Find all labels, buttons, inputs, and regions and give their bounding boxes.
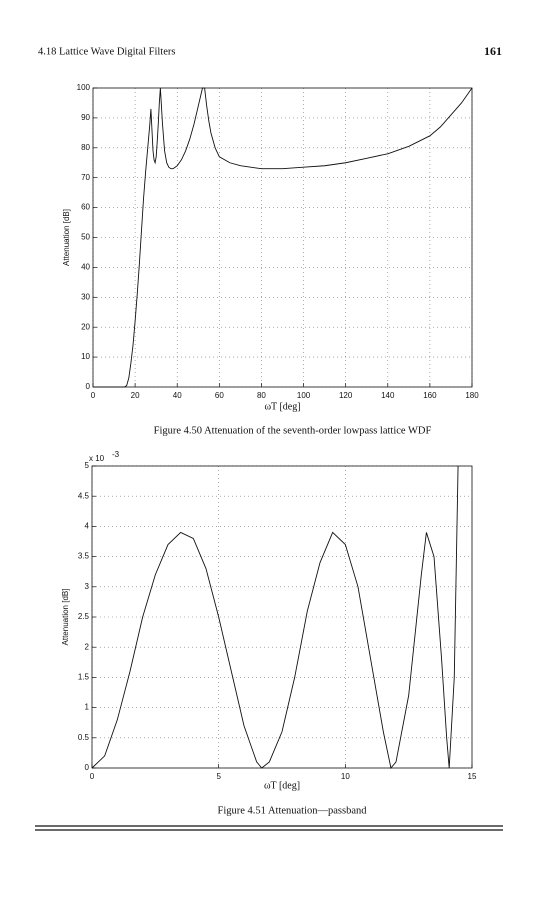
y-tick-label: 20: [81, 322, 90, 331]
x-tick-label: 140: [381, 391, 395, 400]
y-multiplier: x 10: [89, 454, 105, 463]
plot-frame: [91, 465, 473, 769]
figure-caption: Figure 4.51 Attenuation—passband: [217, 805, 367, 816]
x-tick-label: 20: [131, 391, 140, 400]
y-tick-label: 4.5: [78, 491, 90, 500]
y-tick-label: 100: [77, 83, 91, 92]
y-tick-label: 3: [85, 582, 90, 591]
page-number: 161: [484, 44, 502, 58]
figure-caption: Figure 4.50 Attenuation of the seventh-o…: [154, 425, 432, 436]
y-tick-label: 30: [81, 292, 90, 301]
x-tick-label: 160: [423, 391, 437, 400]
y-tick-label: 60: [81, 203, 90, 212]
y-tick-label: 90: [81, 113, 90, 122]
y-tick-label: 0.5: [78, 733, 90, 742]
data-line: [93, 87, 473, 388]
x-tick-label: 10: [341, 772, 350, 781]
y-tick-label: 50: [81, 233, 90, 242]
y-tick-label: 1.5: [78, 673, 90, 682]
x-axis-label: ωT [deg]: [264, 401, 300, 412]
x-tick-label: 100: [297, 391, 311, 400]
x-tick-label: 0: [90, 772, 95, 781]
x-tick-label: 80: [257, 391, 266, 400]
y-tick-label: 40: [81, 263, 90, 272]
y-tick-label: 4: [85, 522, 90, 531]
y-tick-label: 0: [85, 763, 90, 772]
x-tick-label: 180: [465, 391, 479, 400]
x-tick-label: 0: [91, 391, 96, 400]
y-tick-label: 2: [85, 642, 90, 651]
y-tick-label: 80: [81, 143, 90, 152]
y-multiplier-exponent: -3: [112, 450, 120, 459]
y-tick-label: 70: [81, 173, 90, 182]
x-tick-label: 120: [339, 391, 353, 400]
x-tick-label: 5: [216, 772, 221, 781]
plot-frame: [92, 87, 473, 388]
y-tick-label: 0: [86, 382, 91, 391]
y-tick-label: 1: [85, 703, 90, 712]
y-axis-label: Attenuation [dB]: [62, 209, 71, 266]
y-tick-label: 10: [81, 352, 90, 361]
y-tick-label: 2.5: [78, 612, 90, 621]
y-axis-label: Attenuation [dB]: [61, 589, 70, 646]
y-tick-label: 5: [85, 461, 90, 470]
data-line: [91, 465, 459, 769]
x-tick-label: 60: [215, 391, 224, 400]
x-axis-label: ωT [deg]: [264, 780, 300, 791]
x-tick-label: 15: [468, 772, 477, 781]
x-tick-label: 40: [173, 391, 182, 400]
section-header: 4.18 Lattice Wave Digital Filters: [38, 46, 175, 57]
y-tick-label: 3.5: [78, 552, 90, 561]
